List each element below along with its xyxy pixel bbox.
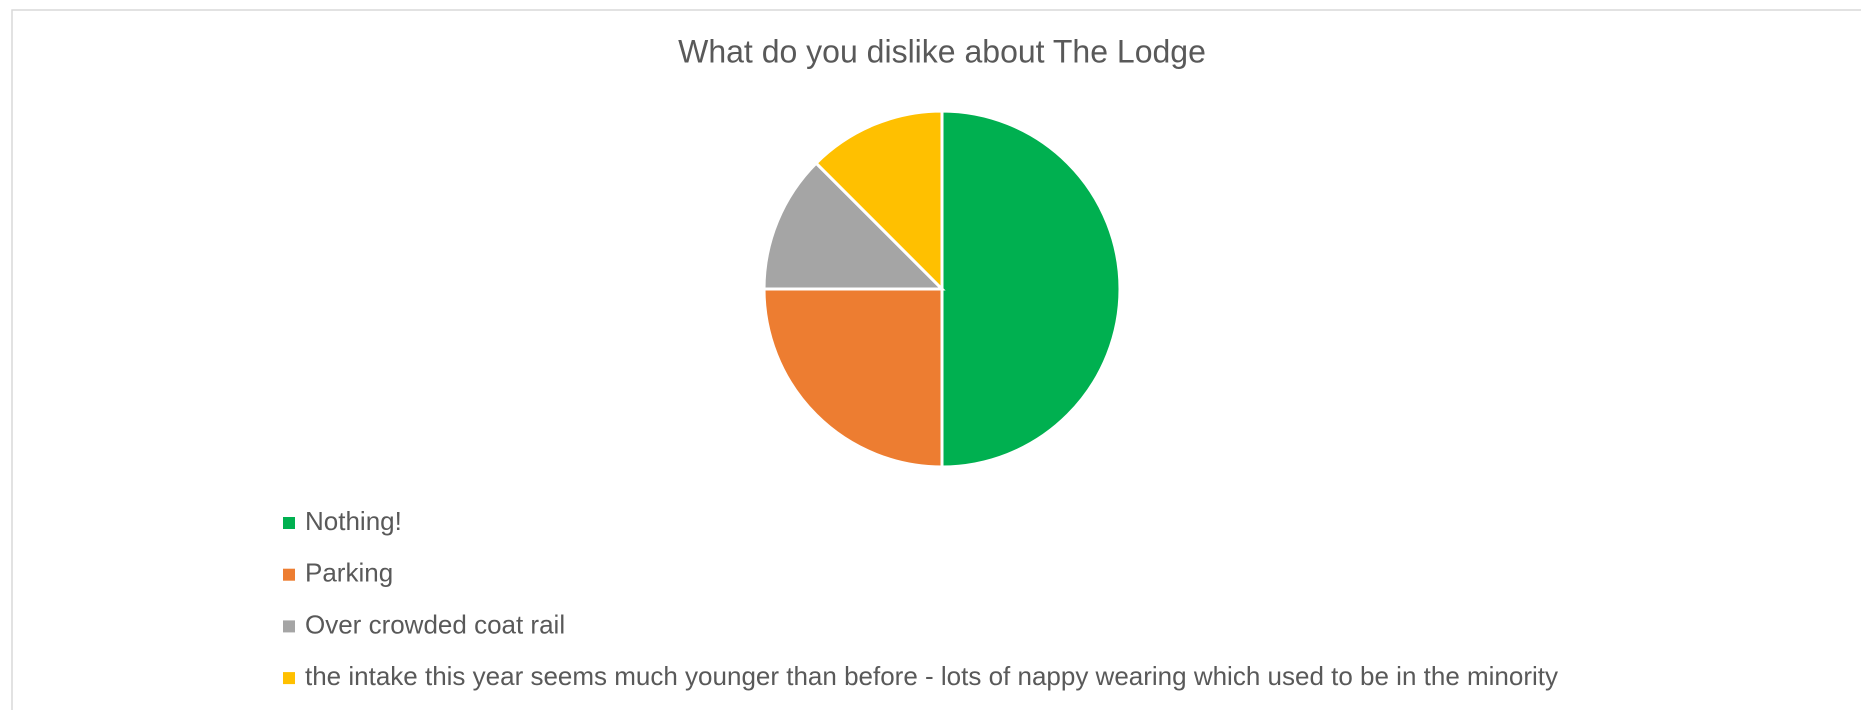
legend-swatch [283, 517, 295, 529]
pie-slice [814, 109, 944, 293]
legend-swatch [283, 568, 295, 581]
pie-slice [940, 109, 1122, 469]
legend-swatch [283, 672, 295, 685]
legend-label: Parking [305, 558, 393, 588]
legend-swatch [283, 620, 295, 633]
pie-slice [762, 287, 944, 469]
legend-label: the intake this year seems much younger … [305, 661, 1558, 691]
chart-title: What do you dislike about The Lodge [678, 33, 1206, 69]
pie-slice [762, 161, 946, 291]
legend-label: Over crowded coat rail [305, 609, 565, 639]
legend-label: Nothing! [305, 506, 402, 536]
